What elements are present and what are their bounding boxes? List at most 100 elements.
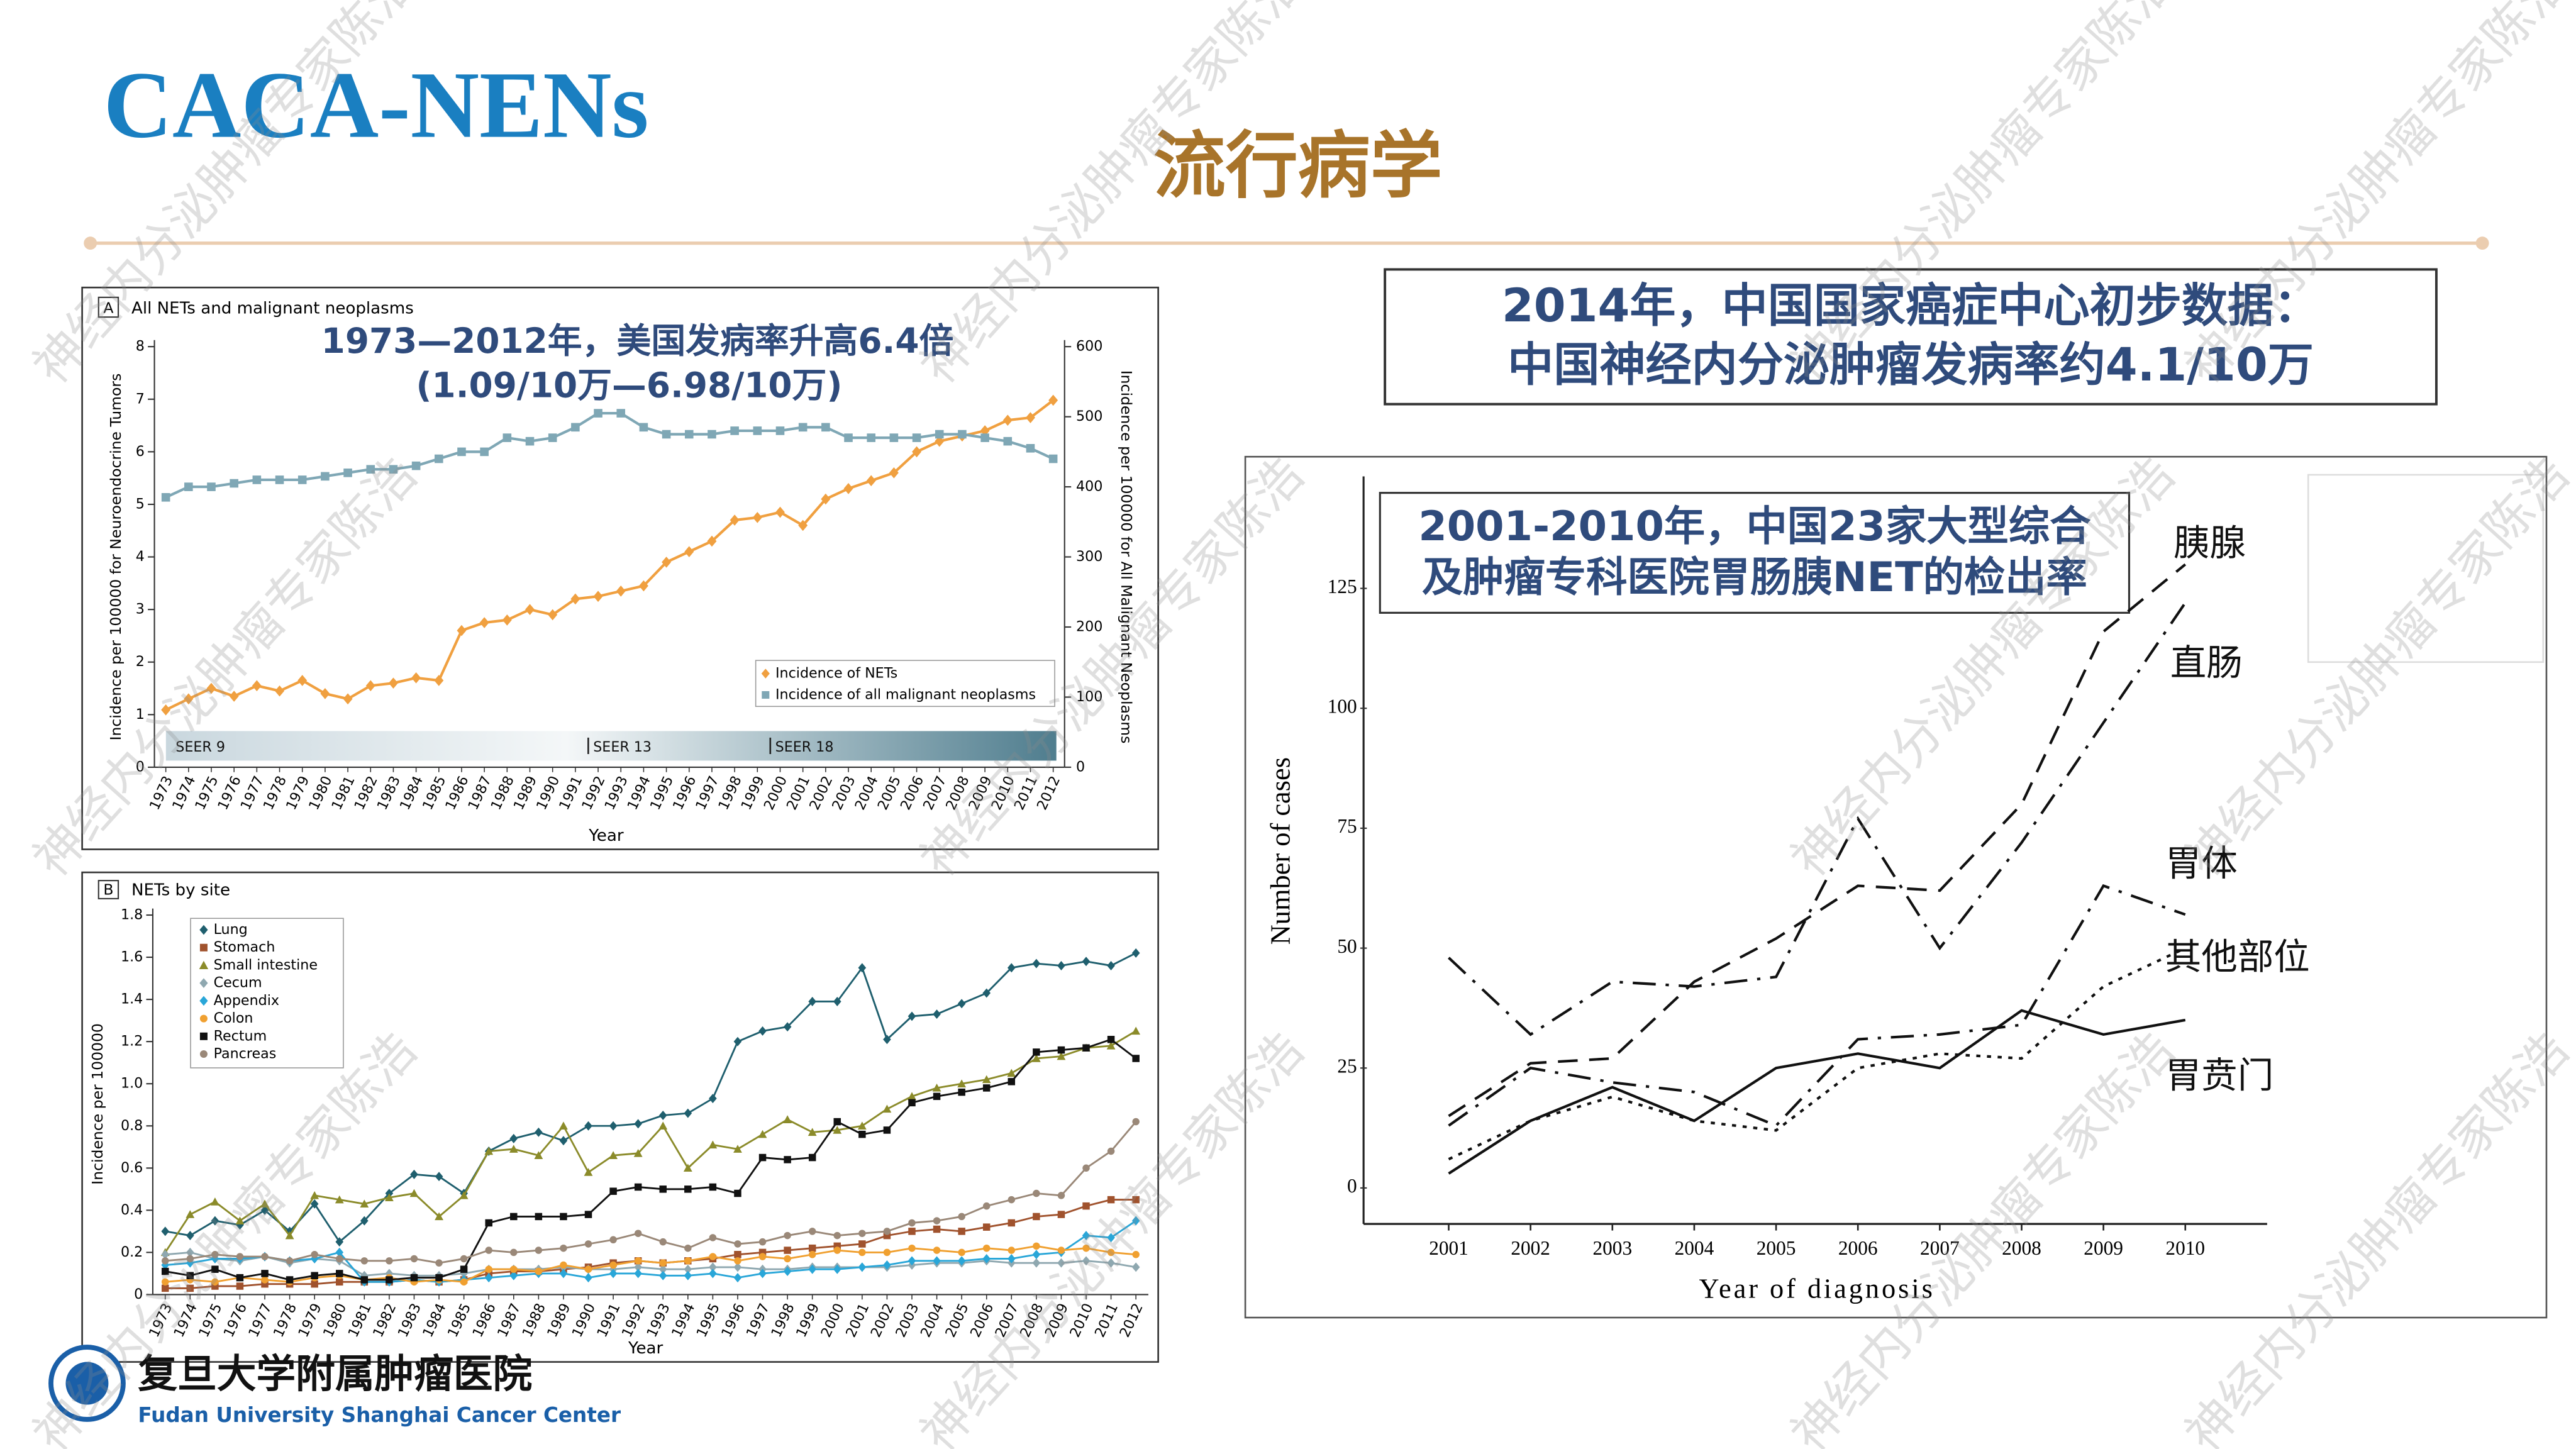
marker — [634, 1269, 642, 1279]
marker — [161, 1250, 170, 1260]
marker — [1008, 1078, 1016, 1085]
callout-box — [1384, 268, 2438, 406]
legend-label: Incidence of NETs — [775, 665, 897, 682]
marker — [525, 436, 535, 446]
series-label: 直肠 — [2170, 642, 2243, 684]
marker — [1008, 1219, 1016, 1227]
marker — [933, 1217, 941, 1224]
marker — [821, 423, 830, 432]
y-tick-label: 0.8 — [121, 1118, 143, 1134]
marker — [658, 1121, 668, 1130]
marker — [858, 1230, 866, 1237]
marker — [808, 1128, 817, 1136]
x-axis-label: Year of diagnosis — [1699, 1272, 1935, 1304]
marker — [833, 1246, 841, 1254]
marker — [933, 1246, 941, 1254]
marker — [616, 586, 626, 597]
seer-band — [165, 731, 1057, 761]
marker — [435, 1212, 443, 1221]
marker — [1007, 1253, 1016, 1263]
y-tick-label: 0.2 — [121, 1244, 143, 1260]
marker — [310, 1253, 319, 1263]
marker — [410, 1274, 418, 1282]
legend-label: Appendix — [214, 992, 279, 1009]
marker — [684, 1244, 692, 1252]
marker — [808, 1244, 816, 1252]
marker — [1007, 963, 1016, 973]
marker — [982, 1084, 991, 1092]
marker — [616, 409, 626, 418]
y-tick-label: 7 — [136, 391, 145, 407]
marker — [609, 1236, 617, 1244]
marker — [784, 1246, 791, 1254]
marker — [982, 1244, 991, 1252]
marker — [609, 1187, 617, 1195]
marker — [1025, 412, 1035, 423]
y-tick-label: 1.8 — [121, 907, 143, 923]
seer-label: SEER 13 — [593, 739, 652, 755]
marker — [459, 1191, 469, 1199]
marker — [908, 1244, 916, 1252]
y-tick-label: 50 — [1337, 935, 1357, 957]
divider-dot — [2475, 236, 2489, 250]
marker — [460, 1269, 468, 1279]
y-axis-label: Incidence per 100000 — [89, 1023, 106, 1185]
marker — [410, 1255, 418, 1263]
y-axis-label: Number of cases — [1264, 757, 1296, 945]
y2-tick-label: 300 — [1076, 548, 1102, 565]
marker — [958, 1248, 965, 1257]
y2-axis-label: Incidence per 100000 for All Malignant N… — [1118, 370, 1135, 744]
y-tick-label: 125 — [1328, 575, 1357, 597]
empty-box — [2307, 474, 2545, 663]
marker — [638, 580, 648, 592]
marker — [236, 1220, 244, 1230]
marker — [211, 1253, 219, 1263]
marker — [199, 978, 208, 988]
marker — [982, 1253, 991, 1263]
panel-box — [97, 296, 119, 318]
marker — [912, 433, 921, 442]
marker — [883, 1248, 891, 1257]
marker — [335, 1247, 344, 1257]
marker — [709, 1269, 717, 1279]
y2-tick-label: 400 — [1076, 479, 1102, 495]
marker — [1008, 1196, 1016, 1204]
marker — [236, 1282, 244, 1290]
marker — [733, 1145, 742, 1153]
marker — [1082, 1164, 1090, 1172]
marker — [1048, 454, 1058, 464]
marker — [933, 1225, 941, 1233]
marker — [386, 1276, 393, 1284]
y2-tick-label: 500 — [1076, 408, 1102, 425]
marker — [883, 1231, 891, 1240]
legend-label: Rectum — [214, 1028, 267, 1044]
annotation-box — [1379, 492, 2131, 614]
panel-label: A — [103, 299, 113, 317]
marker — [457, 447, 466, 457]
marker — [1057, 1211, 1065, 1218]
marker — [957, 1079, 967, 1087]
marker — [709, 1234, 717, 1241]
y-tick-label: 4 — [136, 548, 145, 565]
marker — [161, 1257, 169, 1265]
marker — [336, 1278, 343, 1286]
annotation: 及肿瘤专科医院胃肠胰NET的检出率 — [1422, 553, 2087, 601]
marker — [435, 454, 443, 464]
y2-tick-label: 200 — [1076, 619, 1102, 635]
marker — [709, 1183, 717, 1191]
marker — [460, 1278, 468, 1286]
annotation: 1973—2012年，美国发病率升高6.4倍 — [321, 321, 954, 361]
marker — [509, 1270, 518, 1280]
x-tick-label: 2001 — [1429, 1237, 1468, 1259]
marker — [758, 1238, 767, 1246]
marker — [535, 1213, 543, 1221]
marker — [734, 1251, 741, 1258]
marker — [560, 1261, 567, 1269]
marker — [733, 1262, 742, 1272]
y-tick-label: 0 — [136, 758, 145, 775]
marker — [385, 1269, 394, 1279]
chart-title: All NETs and malignant neoplasms — [131, 299, 414, 318]
marker — [932, 1084, 941, 1092]
marker — [1131, 948, 1140, 958]
marker — [584, 1265, 592, 1273]
